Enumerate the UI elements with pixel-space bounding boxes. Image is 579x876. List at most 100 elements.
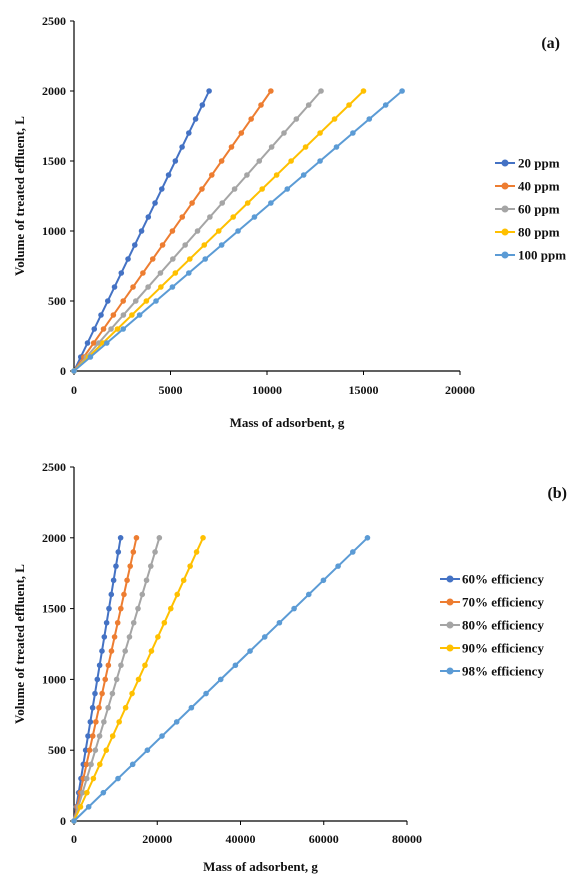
data-point <box>139 591 146 598</box>
data-point <box>144 747 151 753</box>
data-point <box>99 690 105 697</box>
data-point <box>138 228 145 234</box>
data-point <box>79 789 86 796</box>
data-point <box>202 256 209 262</box>
data-point <box>159 733 165 739</box>
data-point <box>109 733 116 739</box>
data-point <box>360 88 367 94</box>
data-point <box>83 761 90 768</box>
data-point <box>105 704 111 711</box>
data-point <box>230 214 237 220</box>
data-point <box>244 200 251 206</box>
data-point <box>179 144 185 150</box>
data-point <box>153 298 159 304</box>
legend-swatch-marker <box>446 667 454 675</box>
data-point <box>118 605 124 612</box>
legend-entry-3: 60 ppm <box>495 202 560 217</box>
data-point <box>85 733 91 739</box>
data-point <box>110 577 117 584</box>
data-point <box>136 312 143 318</box>
legend-swatch-marker <box>501 228 509 236</box>
data-point <box>186 130 192 136</box>
series-3 <box>71 88 324 374</box>
x-tick-label: 0 <box>71 832 77 846</box>
legend-swatch-marker <box>446 575 454 583</box>
data-point <box>335 563 341 569</box>
data-point <box>127 563 133 569</box>
data-point <box>346 102 352 108</box>
data-point <box>247 648 253 654</box>
legend-swatch-marker <box>501 159 509 167</box>
data-point <box>206 88 212 94</box>
x-tick-label: 20000 <box>142 832 172 846</box>
data-point <box>200 535 206 541</box>
legend-swatch-marker <box>501 205 509 213</box>
data-point <box>131 242 138 248</box>
legend-label: 60% efficiency <box>462 572 544 587</box>
data-point <box>110 312 117 318</box>
data-point <box>82 747 89 753</box>
data-point <box>124 577 130 584</box>
data-point <box>102 676 109 683</box>
data-point <box>161 619 168 626</box>
data-point <box>169 284 176 290</box>
data-point <box>135 605 141 612</box>
data-point <box>113 676 120 683</box>
data-point <box>120 312 127 318</box>
data-point <box>305 591 312 598</box>
data-point <box>122 704 129 711</box>
data-point <box>113 563 119 569</box>
data-point <box>189 200 195 206</box>
data-point <box>159 186 165 192</box>
data-point <box>273 172 280 178</box>
data-point <box>96 704 102 711</box>
data-point <box>132 298 139 304</box>
legend-label: 98% efficiency <box>462 664 544 679</box>
legend-label: 20 ppm <box>518 156 560 171</box>
data-point <box>209 172 215 178</box>
data-point <box>87 719 94 725</box>
data-point <box>167 605 174 612</box>
data-point <box>108 326 114 332</box>
data-point <box>152 549 158 555</box>
data-point <box>399 88 405 94</box>
data-point <box>96 662 103 669</box>
data-point <box>174 591 181 598</box>
data-point <box>103 747 110 753</box>
x-axis-label: Mass of adsorbent, g <box>230 415 345 430</box>
y-tick-label: 0 <box>60 364 66 378</box>
series-2 <box>71 535 140 824</box>
data-point <box>129 312 135 318</box>
y-axis-label: Volume of treated effluent, L <box>12 116 27 276</box>
data-point <box>88 761 94 768</box>
data-point <box>318 88 324 94</box>
data-point <box>179 214 186 220</box>
legend-swatch-marker <box>501 251 509 259</box>
legend-swatch-marker <box>446 644 454 652</box>
legend-swatch-marker <box>446 621 454 629</box>
data-point <box>100 789 107 796</box>
data-point <box>129 761 136 768</box>
data-point <box>83 775 90 782</box>
y-axis-label: Volume of treated effluent, L <box>12 564 27 724</box>
y-tick-label: 2000 <box>42 531 66 545</box>
x-tick-label: 20000 <box>445 383 475 397</box>
y-tick-label: 2000 <box>42 84 66 98</box>
data-point <box>143 577 150 584</box>
data-point <box>108 591 115 598</box>
legend-label: 40 ppm <box>518 179 560 194</box>
y-tick-label: 2500 <box>42 14 66 28</box>
series-5 <box>71 535 371 824</box>
data-point <box>116 719 122 725</box>
y-tick-label: 1000 <box>42 224 66 238</box>
x-tick-label: 10000 <box>252 383 282 397</box>
data-point <box>145 284 151 290</box>
data-point <box>218 242 225 248</box>
panel-label: (b) <box>547 485 567 502</box>
data-point <box>268 144 275 150</box>
y-tick-label: 0 <box>60 814 66 828</box>
data-point <box>120 298 127 304</box>
data-point <box>157 270 164 276</box>
data-point <box>152 200 158 206</box>
data-point <box>117 535 124 541</box>
